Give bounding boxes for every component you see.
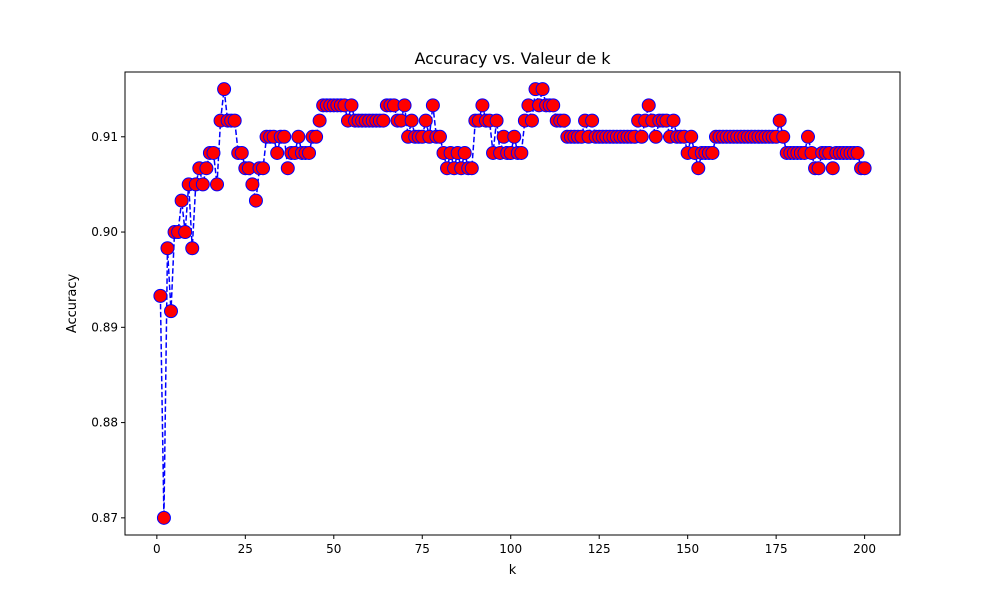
data-point [418,113,433,128]
data-point [270,145,285,160]
data-point [850,145,865,160]
data-point [217,82,232,97]
data-point [425,98,440,113]
data-point [666,113,681,128]
data-point [776,129,791,144]
data-point [245,177,260,192]
x-axis: 0 25 50 75 100 125 150 175 200 [153,535,876,556]
data-point [514,145,529,160]
data-point [535,82,550,97]
data-point [174,193,189,208]
y-tick-label: 0.88 [91,416,118,430]
data-point [648,129,663,144]
data-point [684,129,699,144]
data-point [585,113,600,128]
y-tick-label: 0.89 [91,320,118,334]
x-tick-label: 0 [153,542,161,556]
y-axis-label: Accuracy [65,274,80,334]
data-point [277,129,292,144]
data-point [432,129,447,144]
x-tick-label: 150 [676,542,699,556]
data-point [195,177,210,192]
y-tick-label: 0.90 [91,225,118,239]
data-point [634,129,649,144]
data-point [291,129,306,144]
data-point [344,98,359,113]
data-point [160,241,175,256]
y-tick-label: 0.91 [91,130,118,144]
x-axis-label: k [509,563,517,578]
data-point [153,288,168,303]
data-point [772,113,787,128]
data-point [811,161,826,176]
data-point [185,241,200,256]
y-tick-label: 0.87 [91,511,118,525]
data-point [312,113,327,128]
data-point [691,161,706,176]
x-tick-label: 75 [415,542,430,556]
data-point [546,98,561,113]
data-point [227,113,242,128]
data-point [524,113,539,128]
data-point [705,145,720,160]
y-axis: 0.87 0.88 0.89 0.90 0.91 [91,130,125,525]
x-tick-label: 100 [499,542,522,556]
data-point [475,98,490,113]
data-point [234,145,249,160]
data-point [199,161,214,176]
data-point [302,145,317,160]
data-point [210,177,225,192]
data-point [309,129,324,144]
chart-title: Accuracy vs. Valeur de k [414,49,611,68]
series-layer [153,82,872,525]
data-point [507,129,522,144]
data-point [464,161,479,176]
data-point [489,113,504,128]
data-point [641,98,656,113]
data-point [800,129,815,144]
x-tick-label: 200 [853,542,876,556]
plot-frame [124,71,901,536]
x-tick-label: 125 [588,542,611,556]
data-point [376,113,391,128]
data-point [280,161,295,176]
data-point [825,161,840,176]
data-point [404,113,419,128]
data-point [248,193,263,208]
x-tick-label: 25 [238,542,253,556]
data-point [857,161,872,176]
x-tick-label: 175 [765,542,788,556]
data-point [256,161,271,176]
data-point [178,225,193,240]
data-point [556,113,571,128]
data-point [156,510,171,525]
x-tick-label: 50 [326,542,341,556]
data-point [397,98,412,113]
data-point [457,145,472,160]
data-point [164,304,178,319]
data-point [206,145,221,160]
